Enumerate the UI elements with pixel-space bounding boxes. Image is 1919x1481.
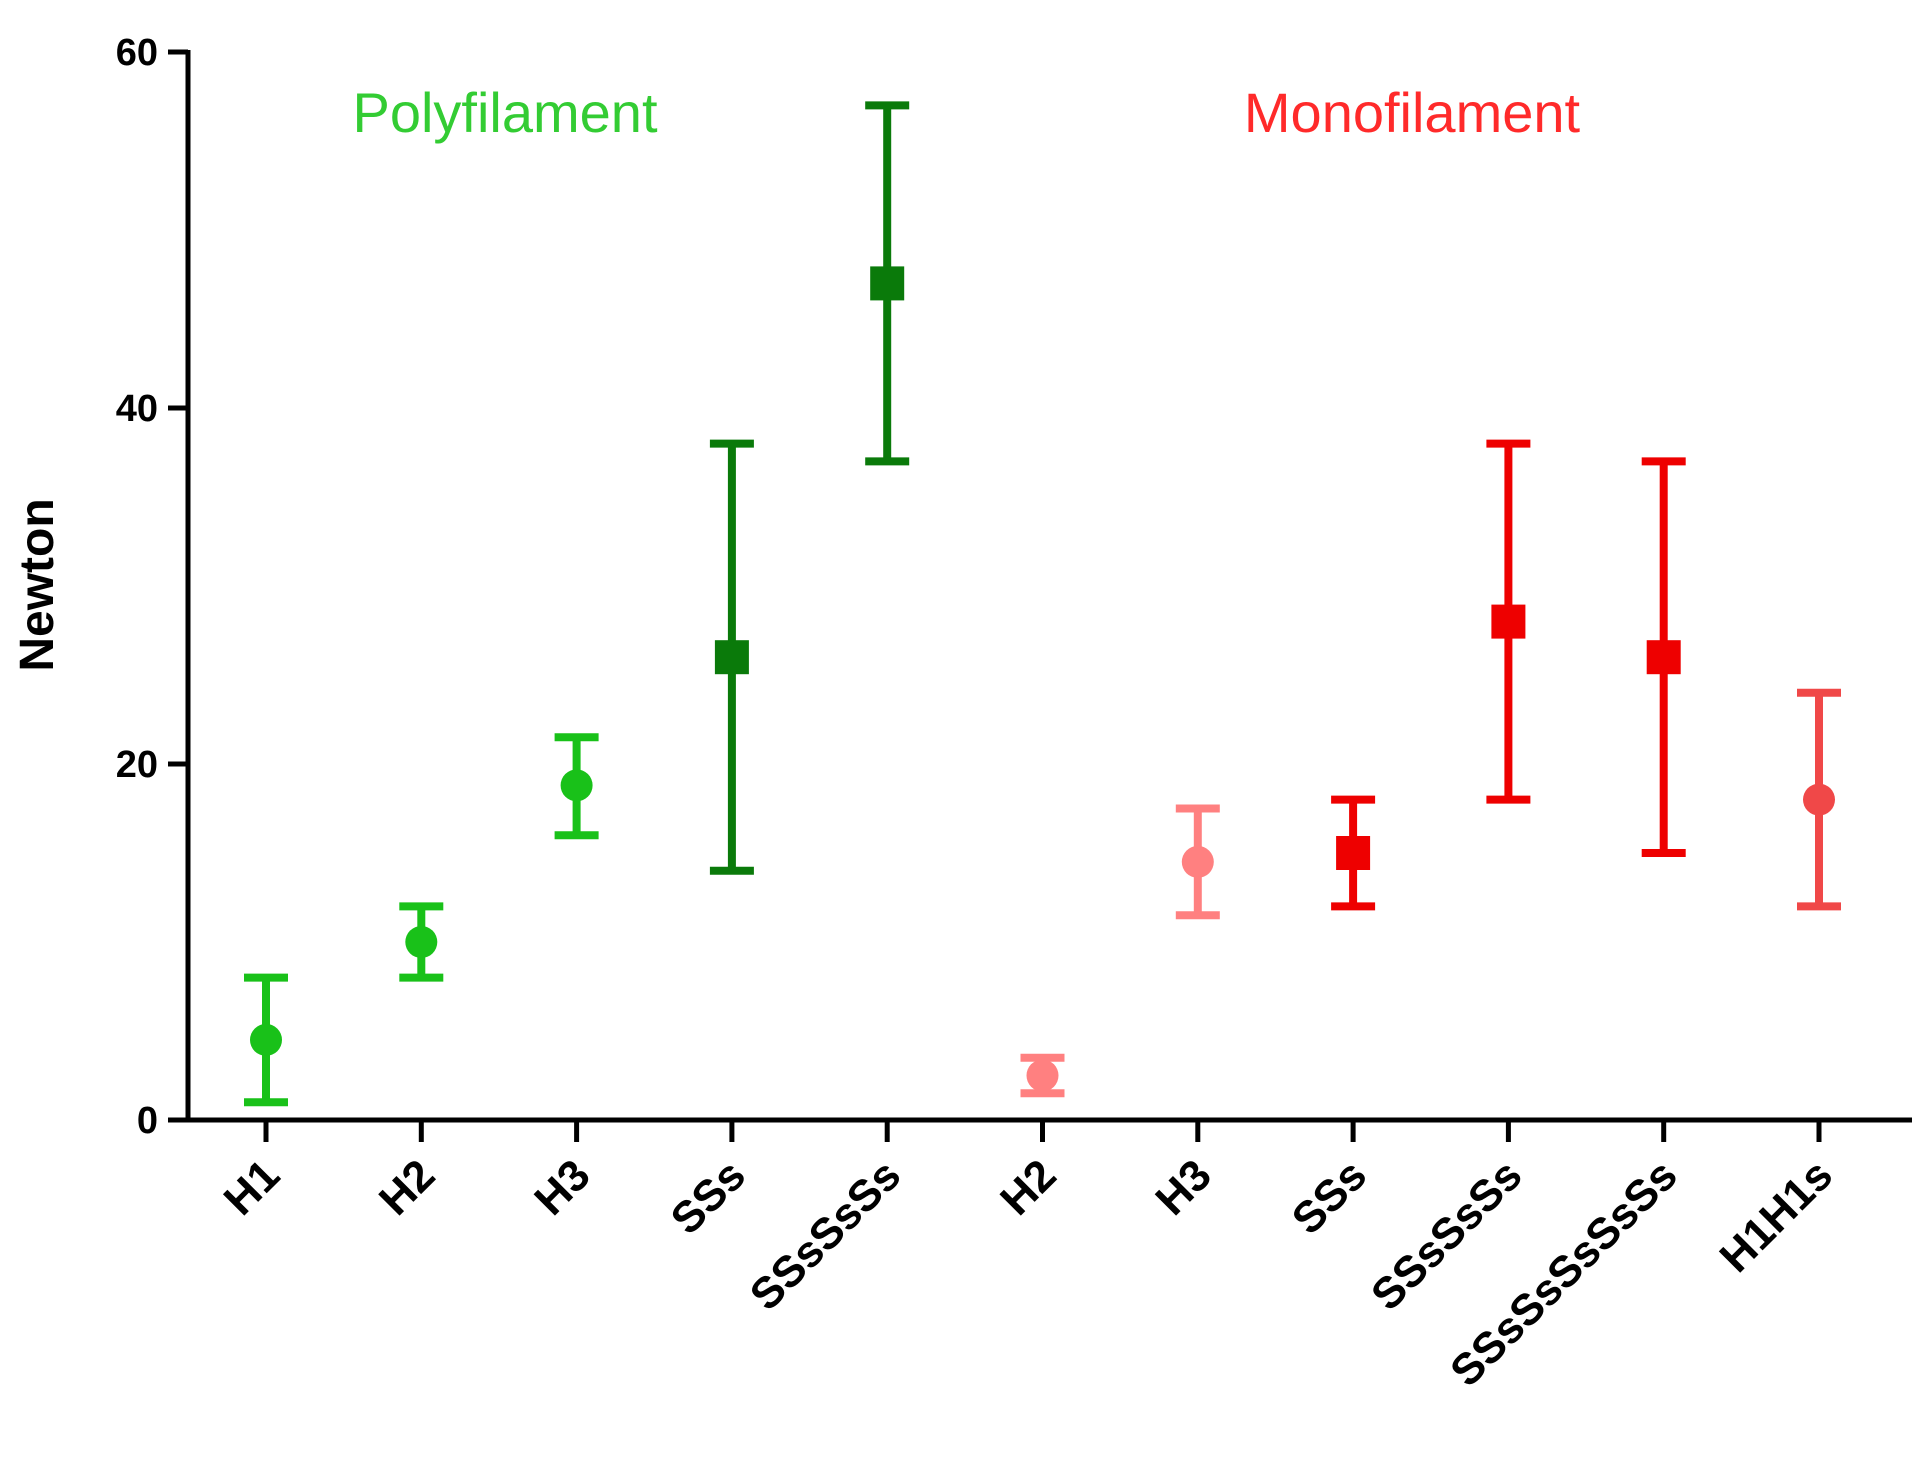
group-label-polyfilament: Polyfilament [352,81,657,144]
square-marker [1336,836,1371,870]
x-ticks [263,1120,1822,1142]
group-label-monofilament: Monofilament [1244,81,1581,144]
x-tick-label: H3 [525,1150,599,1224]
data-marks [244,101,1841,1107]
y-axis-title: Newton [11,498,64,671]
circle-marker [405,926,438,958]
x-tick-label: SSsSsSs [741,1150,911,1320]
y-tick-label: 20 [116,744,158,786]
circle-marker [560,769,593,802]
data-point-11 [1797,688,1841,911]
data-point-2 [399,902,444,982]
square-marker [870,266,905,301]
x-tick-label: SSs [662,1150,755,1243]
x-tick-label: H1 [215,1150,289,1224]
x-tick-label: SSs [1283,1150,1376,1243]
axes: 0 20 40 60 [116,32,1912,1142]
square-marker [1646,640,1681,675]
x-tick-label: SSsSsSs [1362,1150,1532,1320]
square-marker [714,640,749,675]
y-tick-label: 0 [137,1100,158,1142]
y-tick-label: 60 [116,32,158,74]
data-point-9 [1486,439,1531,804]
x-tick-label: H2 [370,1150,444,1224]
y-ticks: 0 20 40 60 [116,32,188,1142]
circle-marker [1803,783,1835,816]
circle-marker [1181,845,1214,878]
square-marker [1491,604,1526,639]
data-point-5 [865,101,910,466]
circle-marker [1026,1059,1059,1092]
data-point-10 [1641,457,1686,857]
data-point-7 [1175,804,1220,920]
x-tick-label: H3 [1146,1150,1220,1224]
x-tick-label: H1H1s [1711,1150,1842,1281]
data-point-8 [1331,795,1376,911]
x-tick-label: H2 [991,1150,1065,1224]
data-point-1 [244,973,288,1107]
data-point-4 [709,439,754,875]
circle-marker [250,1023,282,1056]
y-tick-label: 40 [116,388,158,430]
data-point-3 [554,733,599,840]
data-point-6 [1020,1053,1065,1098]
